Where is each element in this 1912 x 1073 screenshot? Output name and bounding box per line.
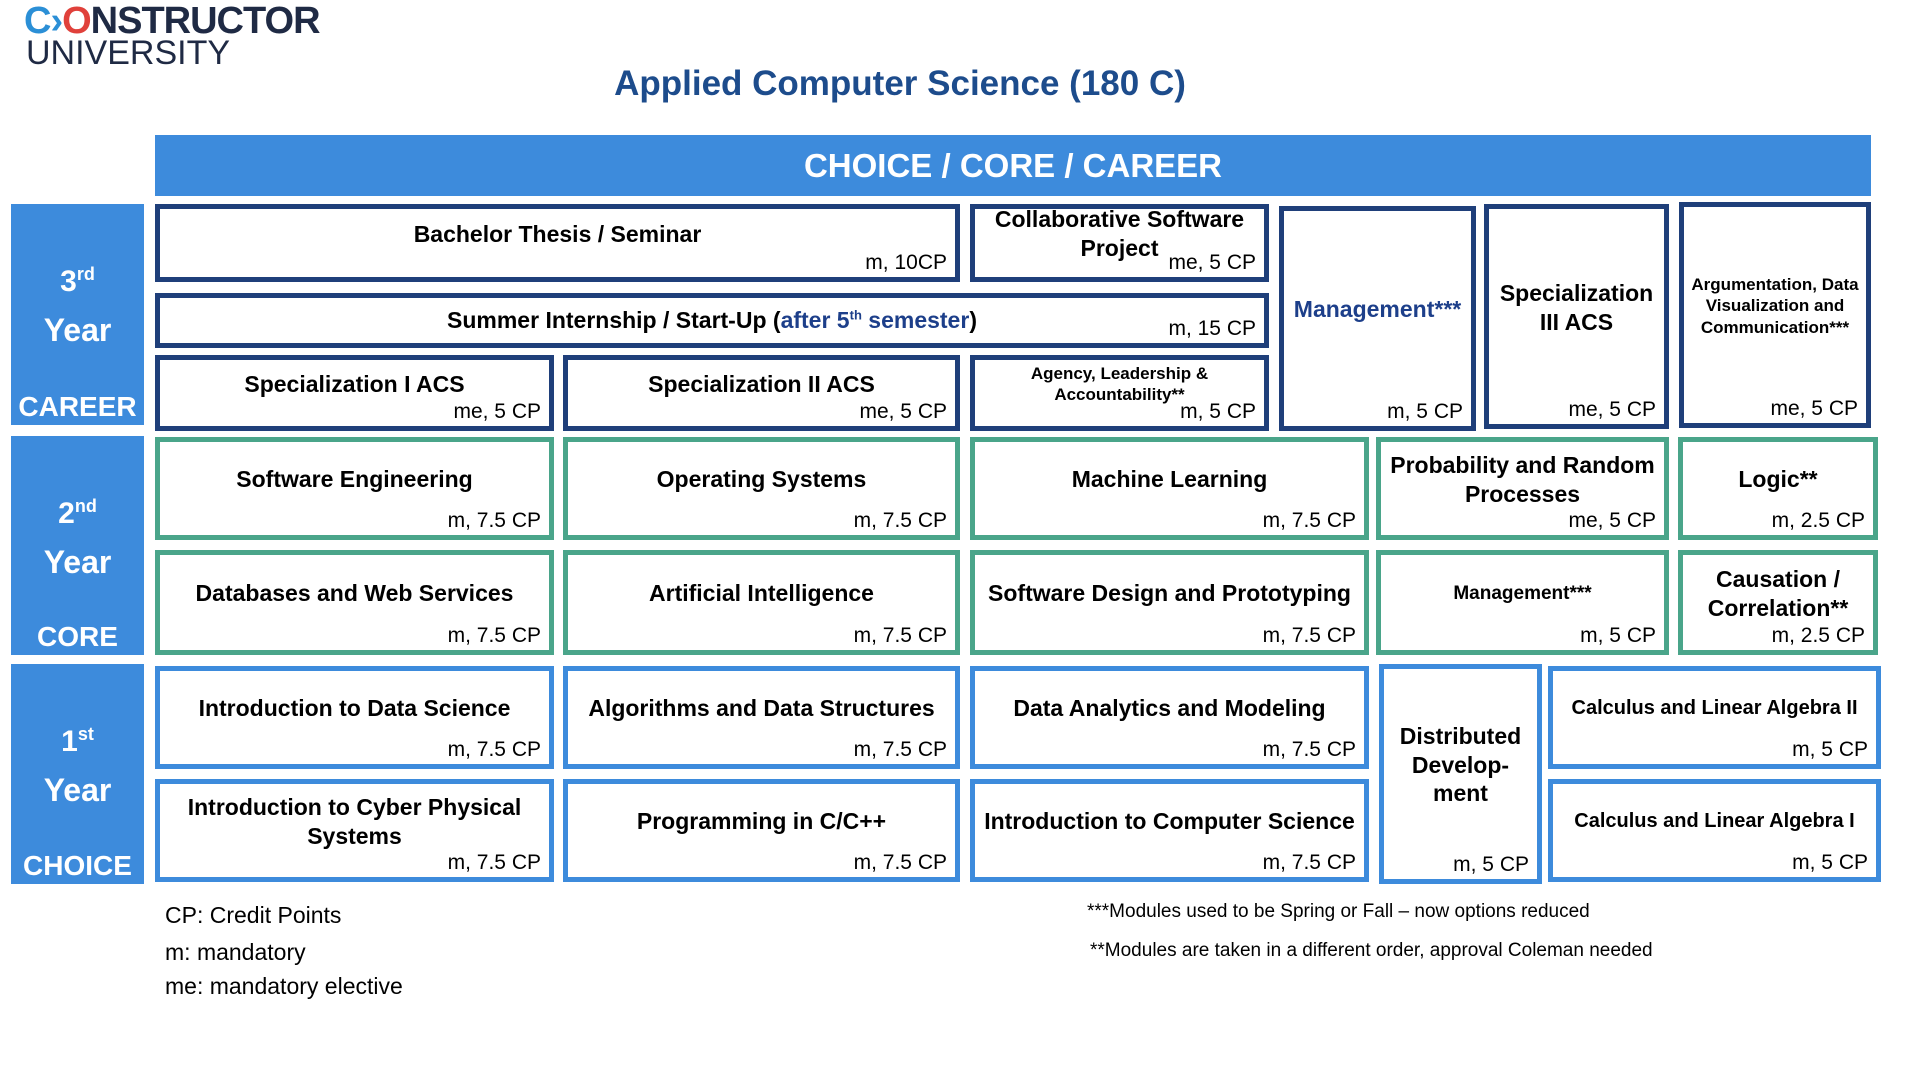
- module-credits: m, 10CP: [865, 251, 947, 274]
- module-title: Probability and Random Processes: [1390, 451, 1655, 507]
- module-credits: me, 5 CP: [1568, 509, 1656, 532]
- module-title: Algorithms and Data Structures: [588, 695, 935, 722]
- module-credits: me, 5 CP: [1770, 397, 1858, 420]
- module-probability-and-random-processes: Probability and Random Processes me, 5 CP: [1376, 437, 1669, 540]
- module-credits: m, 5 CP: [1180, 400, 1256, 423]
- module-algorithms-and-data-structures: Algorithms and Data Structures m, 7.5 CP: [563, 666, 960, 769]
- module-title: Operating Systems: [656, 466, 867, 493]
- module-calculus-and-linear-algebra-ii: Calculus and Linear Algebra II m, 5 CP: [1548, 666, 1881, 769]
- module-programming-in-c-c: Programming in C/C++ m, 7.5 CP: [563, 779, 960, 882]
- module-software-engineering: Software Engineering m, 7.5 CP: [155, 437, 554, 540]
- module-causation-correlation: Causation / Correlation** m, 2.5 CP: [1678, 550, 1878, 655]
- module-introduction-to-computer-science: Introduction to Computer Science m, 7.5 C…: [970, 779, 1369, 882]
- module-title: Software Engineering: [236, 466, 473, 493]
- module-distributed-develop-ment: Distributed Develop-ment m, 5 CP: [1379, 664, 1542, 884]
- module-credits: m, 7.5 CP: [1262, 624, 1356, 647]
- module-machine-learning: Machine Learning m, 7.5 CP: [970, 437, 1369, 540]
- module-title: Calculus and Linear Algebra I: [1574, 810, 1855, 832]
- module-title: Databases and Web Services: [195, 580, 514, 607]
- module-introduction-to-cyber-physical-systems: Introduction to Cyber Physical Systems m,…: [155, 779, 554, 882]
- legend-me: me: mandatory elective: [165, 973, 403, 999]
- module-introduction-to-data-science: Introduction to Data Science m, 7.5 CP: [155, 666, 554, 769]
- module-software-design-and-prototyping: Software Design and Prototyping m, 7.5 CP: [970, 550, 1369, 655]
- module-summer-internship: Summer Internship / Start-Up (after 5th …: [155, 293, 1269, 348]
- module-credits: m, 7.5 CP: [447, 624, 541, 647]
- module-credits: m, 7.5 CP: [1262, 851, 1356, 874]
- module-title: Software Design and Prototyping: [988, 580, 1351, 607]
- module-credits: m, 7.5 CP: [1262, 509, 1356, 532]
- year-label-1: 1st Year CHOICE: [11, 664, 144, 884]
- module-credits: me, 5 CP: [453, 400, 541, 423]
- module-credits: m, 7.5 CP: [853, 738, 947, 761]
- module-logic: Logic** m, 2.5 CP: [1678, 437, 1878, 540]
- module-title: Bachelor Thesis / Seminar: [413, 220, 702, 247]
- module-title: Data Analytics and Modeling: [1013, 695, 1326, 722]
- module-data-analytics-and-modeling: Data Analytics and Modeling m, 7.5 CP: [970, 666, 1369, 769]
- module-artificial-intelligence: Artificial Intelligence m, 7.5 CP: [563, 550, 960, 655]
- category-choice: CHOICE: [23, 850, 132, 881]
- module-calculus-and-linear-algebra-i: Calculus and Linear Algebra I m, 5 CP: [1548, 779, 1881, 882]
- module-credits: m, 7.5 CP: [853, 851, 947, 874]
- module-title: Management***: [1453, 582, 1592, 604]
- module-title: Machine Learning: [1071, 466, 1268, 493]
- module-bachelor-thesis-seminar: Bachelor Thesis / Seminar m, 10CP: [155, 204, 960, 282]
- year-label-3: 3rd Year CAREER: [11, 204, 144, 425]
- module-agency-leadership-accountability: Agency, Leadership & Accountability** m, …: [970, 355, 1269, 431]
- category-career: CAREER: [18, 391, 137, 422]
- year-label-2: 2nd Year CORE: [11, 436, 144, 655]
- module-credits: m, 5 CP: [1792, 851, 1868, 874]
- module-title: Artificial Intelligence: [649, 580, 874, 607]
- module-specialization-ii-acs: Specialization II ACS me, 5 CP: [563, 355, 960, 431]
- module-credits: m, 7.5 CP: [1262, 738, 1356, 761]
- module-credits: me, 5 CP: [859, 400, 947, 423]
- module-credits: m, 5 CP: [1387, 400, 1463, 423]
- module-title: Logic**: [1738, 466, 1818, 493]
- footnote-triple-star: ***Modules used to be Spring or Fall – n…: [1087, 901, 1590, 922]
- module-management: Management*** m, 5 CP: [1376, 550, 1669, 655]
- module-credits: m, 7.5 CP: [447, 851, 541, 874]
- module-title: Introduction to Data Science: [198, 695, 511, 722]
- module-specialization-iii-acs: Specialization III ACS me, 5 CP: [1484, 204, 1669, 429]
- module-title: Specialization II ACS: [648, 370, 875, 397]
- legend-m: m: mandatory: [165, 939, 306, 965]
- module-databases-and-web-services: Databases and Web Services m, 7.5 CP: [155, 550, 554, 655]
- category-core: CORE: [37, 621, 118, 652]
- module-title: Specialization III ACS: [1499, 279, 1654, 335]
- module-title: Causation / Correlation**: [1707, 565, 1849, 621]
- module-title: Introduction to Cyber Physical Systems: [187, 793, 522, 849]
- module-credits: m, 2.5 CP: [1771, 509, 1865, 532]
- footnote-double-star: **Modules are taken in a different order…: [1090, 940, 1653, 961]
- module-credits: m, 7.5 CP: [853, 509, 947, 532]
- module-credits: m, 5 CP: [1453, 853, 1529, 876]
- module-credits: m, 5 CP: [1580, 624, 1656, 647]
- module-credits: m, 7.5 CP: [447, 738, 541, 761]
- module-credits: me, 5 CP: [1568, 398, 1656, 421]
- module-title: Distributed Develop-ment: [1399, 722, 1522, 807]
- module-title: Calculus and Linear Algebra II: [1571, 697, 1858, 719]
- module-title: Collaborative Software Project: [994, 206, 1245, 261]
- module-credits: me, 5 CP: [1168, 251, 1256, 274]
- logo-constructor: C›ONSTRUCTOR: [24, 0, 321, 42]
- module-credits: m, 5 CP: [1792, 738, 1868, 761]
- module-title: Management***: [1293, 296, 1462, 323]
- module-title: Introduction to Computer Science: [984, 808, 1355, 835]
- module-management: Management*** m, 5 CP: [1279, 206, 1476, 431]
- module-credits: m, 7.5 CP: [447, 509, 541, 532]
- module-operating-systems: Operating Systems m, 7.5 CP: [563, 437, 960, 540]
- module-credits: m, 2.5 CP: [1771, 624, 1865, 647]
- module-title: Argumentation, Data Visualization and Co…: [1691, 275, 1859, 337]
- page-title: Applied Computer Science (180 C): [614, 64, 1186, 103]
- module-title: Agency, Leadership & Accountability**: [1030, 363, 1209, 404]
- banner: CHOICE / CORE / CAREER: [155, 135, 1871, 196]
- legend-cp: CP: Credit Points: [165, 902, 342, 928]
- module-title: Programming in C/C++: [636, 808, 887, 835]
- module-credits: m, 7.5 CP: [853, 624, 947, 647]
- logo-university: UNIVERSITY: [26, 34, 231, 72]
- module-title: Specialization I ACS: [244, 370, 465, 397]
- module-collaborative-software-project: Collaborative Software Project me, 5 CP: [970, 204, 1269, 282]
- module-argumentation-data-visualization-and-communication: Argumentation, Data Visualization and Co…: [1679, 202, 1871, 428]
- module-specialization-i-acs: Specialization I ACS me, 5 CP: [155, 355, 554, 431]
